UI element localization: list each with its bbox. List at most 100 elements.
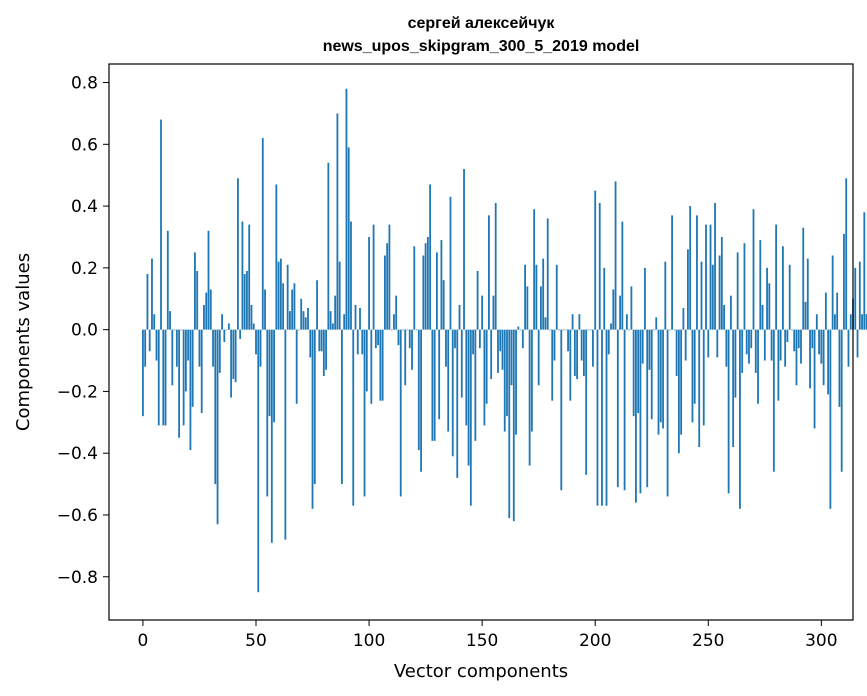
x-axis-label: Vector components [394, 661, 568, 682]
bar-component-220 [639, 329, 642, 494]
bar-component-282 [779, 329, 782, 361]
bar-component-132 [440, 240, 443, 330]
bar-component-73 [307, 308, 309, 330]
bar-component-119 [411, 329, 413, 370]
bar-component-57 [270, 329, 273, 543]
bar-component-167 [519, 329, 522, 331]
bar-component-209 [614, 181, 617, 330]
bar-component-140 [458, 304, 461, 330]
bar-component-225 [650, 329, 653, 420]
bar-component-95 [356, 329, 359, 355]
y-axis: −0.8 −0.6 −0.4 −0.2 0.0 0.2 0.4 0.6 0.8 [57, 74, 109, 588]
bar-component-274 [761, 304, 764, 330]
bar-component-306 [834, 314, 836, 330]
x-tick-label: 200 [579, 631, 611, 651]
bar-component-89 [343, 314, 346, 330]
bar-component-91 [347, 147, 350, 330]
bar-component-152 [485, 329, 488, 404]
chart-title: сергей алексейчук [408, 15, 556, 32]
bar-component-122 [417, 329, 420, 451]
bar-component-204 [603, 267, 606, 330]
bar-component-264 [739, 329, 741, 509]
bar-component-316 [856, 329, 859, 358]
bar-component-94 [354, 304, 357, 330]
bar-component-284 [784, 329, 787, 367]
bar-component-148 [476, 270, 479, 330]
bar-component-12 [169, 311, 171, 330]
bar-component-17 [180, 329, 183, 331]
bar-component-289 [795, 329, 798, 386]
bar-component-227 [655, 317, 658, 330]
bar-component-92 [350, 221, 352, 330]
bar-component-35 [221, 314, 223, 330]
bar-component-18 [182, 329, 185, 426]
bar-component-269 [750, 329, 753, 349]
bar-component-123 [420, 329, 422, 472]
bar-component-213 [623, 329, 626, 491]
bar-component-7 [157, 329, 160, 426]
bar-component-54 [264, 289, 266, 330]
y-tick-label: −0.4 [57, 444, 98, 464]
bar-component-63 [284, 329, 287, 540]
bar-component-159 [501, 329, 504, 370]
bar-component-259 [727, 329, 730, 494]
bar-component-247 [700, 261, 703, 330]
bar-component-114 [399, 329, 402, 497]
bar-component-71 [302, 311, 305, 330]
bar-component-307 [836, 292, 839, 330]
bar-component-308 [838, 329, 841, 407]
bar-component-38 [227, 323, 230, 330]
bar-component-149 [478, 329, 481, 349]
bar-component-275 [763, 329, 766, 361]
bar-component-151 [483, 329, 486, 426]
bar-component-214 [625, 314, 628, 330]
bar-component-56 [268, 329, 271, 417]
x-tick-label: 250 [692, 631, 724, 651]
bar-component-80 [322, 329, 325, 376]
bar-component-136 [449, 196, 452, 330]
bar-component-236 [675, 329, 678, 376]
bar-component-216 [630, 286, 633, 330]
bar-component-105 [379, 329, 382, 401]
bar-component-233 [668, 329, 671, 331]
bar-component-232 [666, 329, 669, 497]
bar-component-37 [225, 329, 228, 331]
bar-component-153 [488, 215, 490, 330]
bar-component-137 [451, 329, 454, 457]
bar-component-58 [273, 329, 275, 423]
bar-component-21 [189, 329, 192, 451]
bar-component-210 [616, 329, 619, 488]
bar-component-28 [205, 292, 208, 330]
bar-component-79 [320, 329, 323, 352]
bar-component-262 [734, 329, 737, 398]
bar-component-74 [309, 329, 312, 358]
bar-component-246 [698, 329, 701, 448]
x-tick-label: 100 [353, 631, 385, 651]
bar-component-101 [370, 329, 373, 404]
x-axis: 0 50 100 150 200 250 300 [138, 620, 838, 651]
bar-component-51 [257, 329, 260, 593]
bar-component-49 [252, 323, 255, 330]
bar-component-317 [858, 261, 861, 330]
bar-component-315 [854, 267, 857, 330]
bar-component-124 [422, 255, 425, 330]
bar-component-175 [537, 329, 540, 386]
bar-component-198 [589, 329, 592, 331]
bar-component-299 [818, 329, 820, 355]
bar-component-207 [610, 323, 612, 330]
bar-component-180 [549, 329, 551, 331]
bar-component-10 [164, 329, 167, 426]
bar-component-120 [413, 246, 416, 330]
bar-component-65 [289, 311, 291, 330]
bar-component-260 [729, 295, 732, 330]
bar-component-229 [659, 329, 662, 423]
bar-component-125 [424, 243, 427, 330]
bar-component-244 [693, 329, 696, 404]
bar-component-280 [775, 224, 778, 330]
bar-component-182 [553, 329, 556, 361]
bar-component-103 [374, 329, 377, 349]
bar-component-191 [573, 329, 576, 376]
bar-component-245 [696, 215, 698, 330]
bar-component-76 [313, 329, 316, 485]
